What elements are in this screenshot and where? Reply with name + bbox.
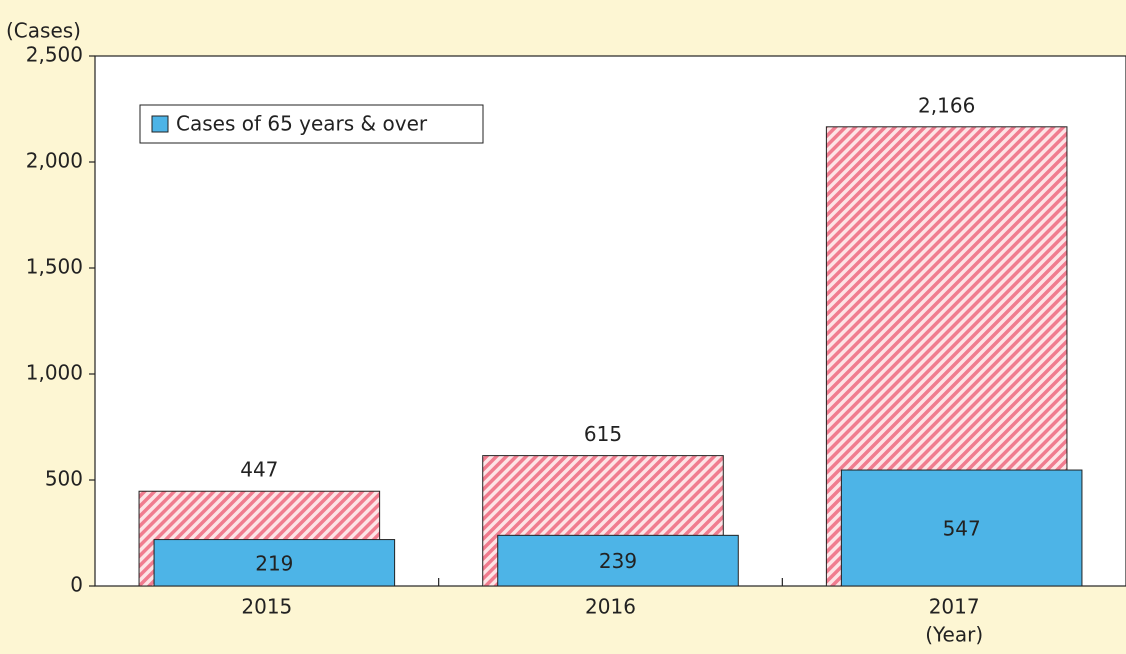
y-axis-label: (Cases) [6,19,81,43]
bar [497,534,739,587]
value-label: 239 [599,549,637,573]
value-label: 615 [584,422,622,446]
legend-box [139,104,484,144]
x-tick-label: 2017 [929,595,980,619]
y-tick-label: 1,500 [26,255,83,279]
value-label: 547 [943,517,981,541]
x-tick-label: 2015 [241,595,292,619]
value-label: 219 [255,551,293,575]
x-axis-label: (Year) [925,623,983,647]
value-label: 2,166 [918,93,975,117]
legend-swatch [151,115,169,133]
y-tick-label: 2,500 [26,43,83,67]
bar [153,539,396,587]
y-tick-label: 1,000 [26,361,83,385]
y-tick-label: 0 [70,573,83,597]
y-tick-label: 2,000 [26,149,83,173]
y-tick-label: 500 [45,467,83,491]
value-label: 447 [240,458,278,482]
bar [840,469,1083,587]
x-tick-label: 2016 [585,595,636,619]
legend-label: Cases of 65 years & over [176,112,428,136]
legend: Cases of 65 years & over [139,104,484,144]
